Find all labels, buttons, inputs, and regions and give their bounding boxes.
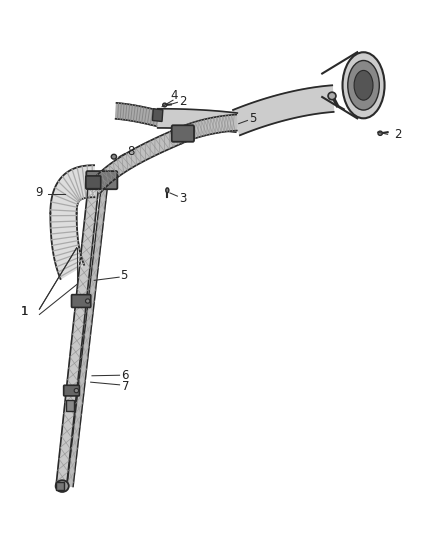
Polygon shape (67, 187, 107, 487)
Polygon shape (50, 213, 84, 279)
Ellipse shape (56, 480, 69, 492)
Text: 2: 2 (179, 95, 187, 108)
Polygon shape (50, 165, 94, 213)
Bar (56, 482, 64, 490)
Ellipse shape (85, 299, 90, 303)
Text: 6: 6 (121, 369, 129, 382)
Bar (66, 400, 74, 411)
FancyBboxPatch shape (86, 171, 117, 189)
Ellipse shape (328, 92, 336, 100)
Text: 5: 5 (120, 269, 127, 281)
Polygon shape (91, 128, 182, 193)
Ellipse shape (162, 103, 166, 107)
Polygon shape (56, 187, 99, 487)
Text: 3: 3 (180, 192, 187, 205)
Polygon shape (158, 109, 237, 132)
Ellipse shape (354, 70, 373, 100)
Text: 2: 2 (394, 128, 402, 141)
Bar (152, 109, 163, 122)
Text: 7: 7 (121, 380, 129, 393)
FancyBboxPatch shape (86, 176, 101, 189)
Text: 5: 5 (250, 112, 257, 125)
Text: 1: 1 (20, 305, 28, 318)
Ellipse shape (348, 61, 379, 110)
Polygon shape (233, 85, 334, 135)
Text: 8: 8 (127, 146, 134, 158)
Ellipse shape (343, 52, 385, 118)
FancyBboxPatch shape (64, 385, 79, 396)
FancyBboxPatch shape (71, 295, 91, 308)
Text: 1: 1 (20, 305, 28, 318)
Ellipse shape (111, 155, 117, 159)
Text: 4: 4 (170, 90, 178, 102)
Ellipse shape (378, 131, 382, 135)
Polygon shape (177, 115, 237, 143)
Polygon shape (116, 103, 159, 126)
Text: 9: 9 (35, 187, 43, 199)
FancyBboxPatch shape (172, 125, 194, 142)
Ellipse shape (74, 389, 78, 393)
Ellipse shape (166, 188, 169, 193)
